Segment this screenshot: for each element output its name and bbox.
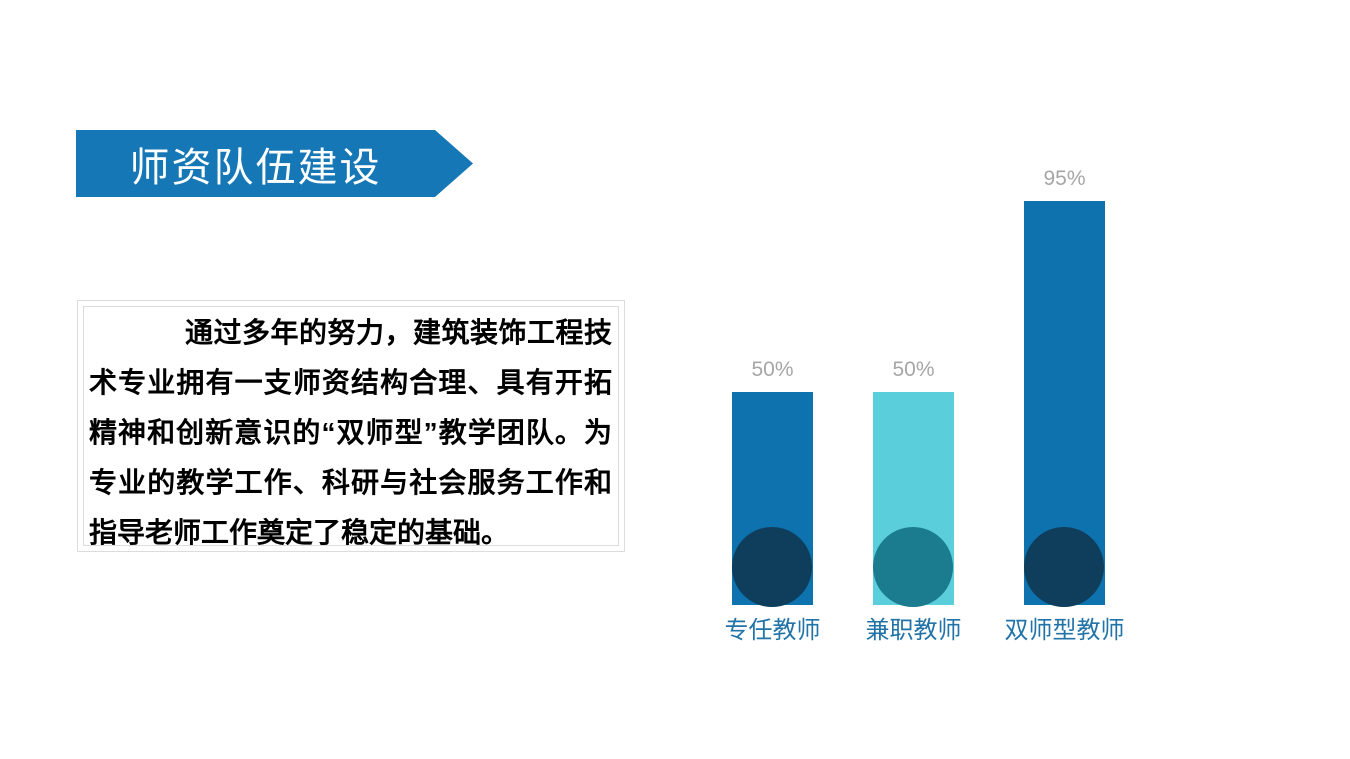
bar-value-label: 95% [1043,167,1086,190]
bar-base-circle [732,527,812,607]
body-textbox: 通过多年的努力，建筑装饰工程技术专业拥有一支师资结构合理、具有开拓精神和创新意识… [77,300,625,552]
body-paragraph: 通过多年的努力，建筑装饰工程技术专业拥有一支师资结构合理、具有开拓精神和创新意识… [89,317,612,546]
bar-category-label: 专任教师 [724,617,821,644]
bar-base-circle [873,527,953,607]
bar-category-label: 兼职教师 [865,617,962,644]
section-title-banner: 师资队伍建设 [76,130,473,197]
page-title: 师资队伍建设 [129,145,382,190]
body-textbox-inner: 通过多年的努力，建筑装饰工程技术专业拥有一支师资结构合理、具有开拓精神和创新意识… [83,306,619,546]
bar-value-label: 50% [892,358,935,381]
bar-value-label: 50% [751,358,794,381]
bar-base-circle [1024,527,1104,607]
bar-category-label: 双师型教师 [1004,617,1125,644]
